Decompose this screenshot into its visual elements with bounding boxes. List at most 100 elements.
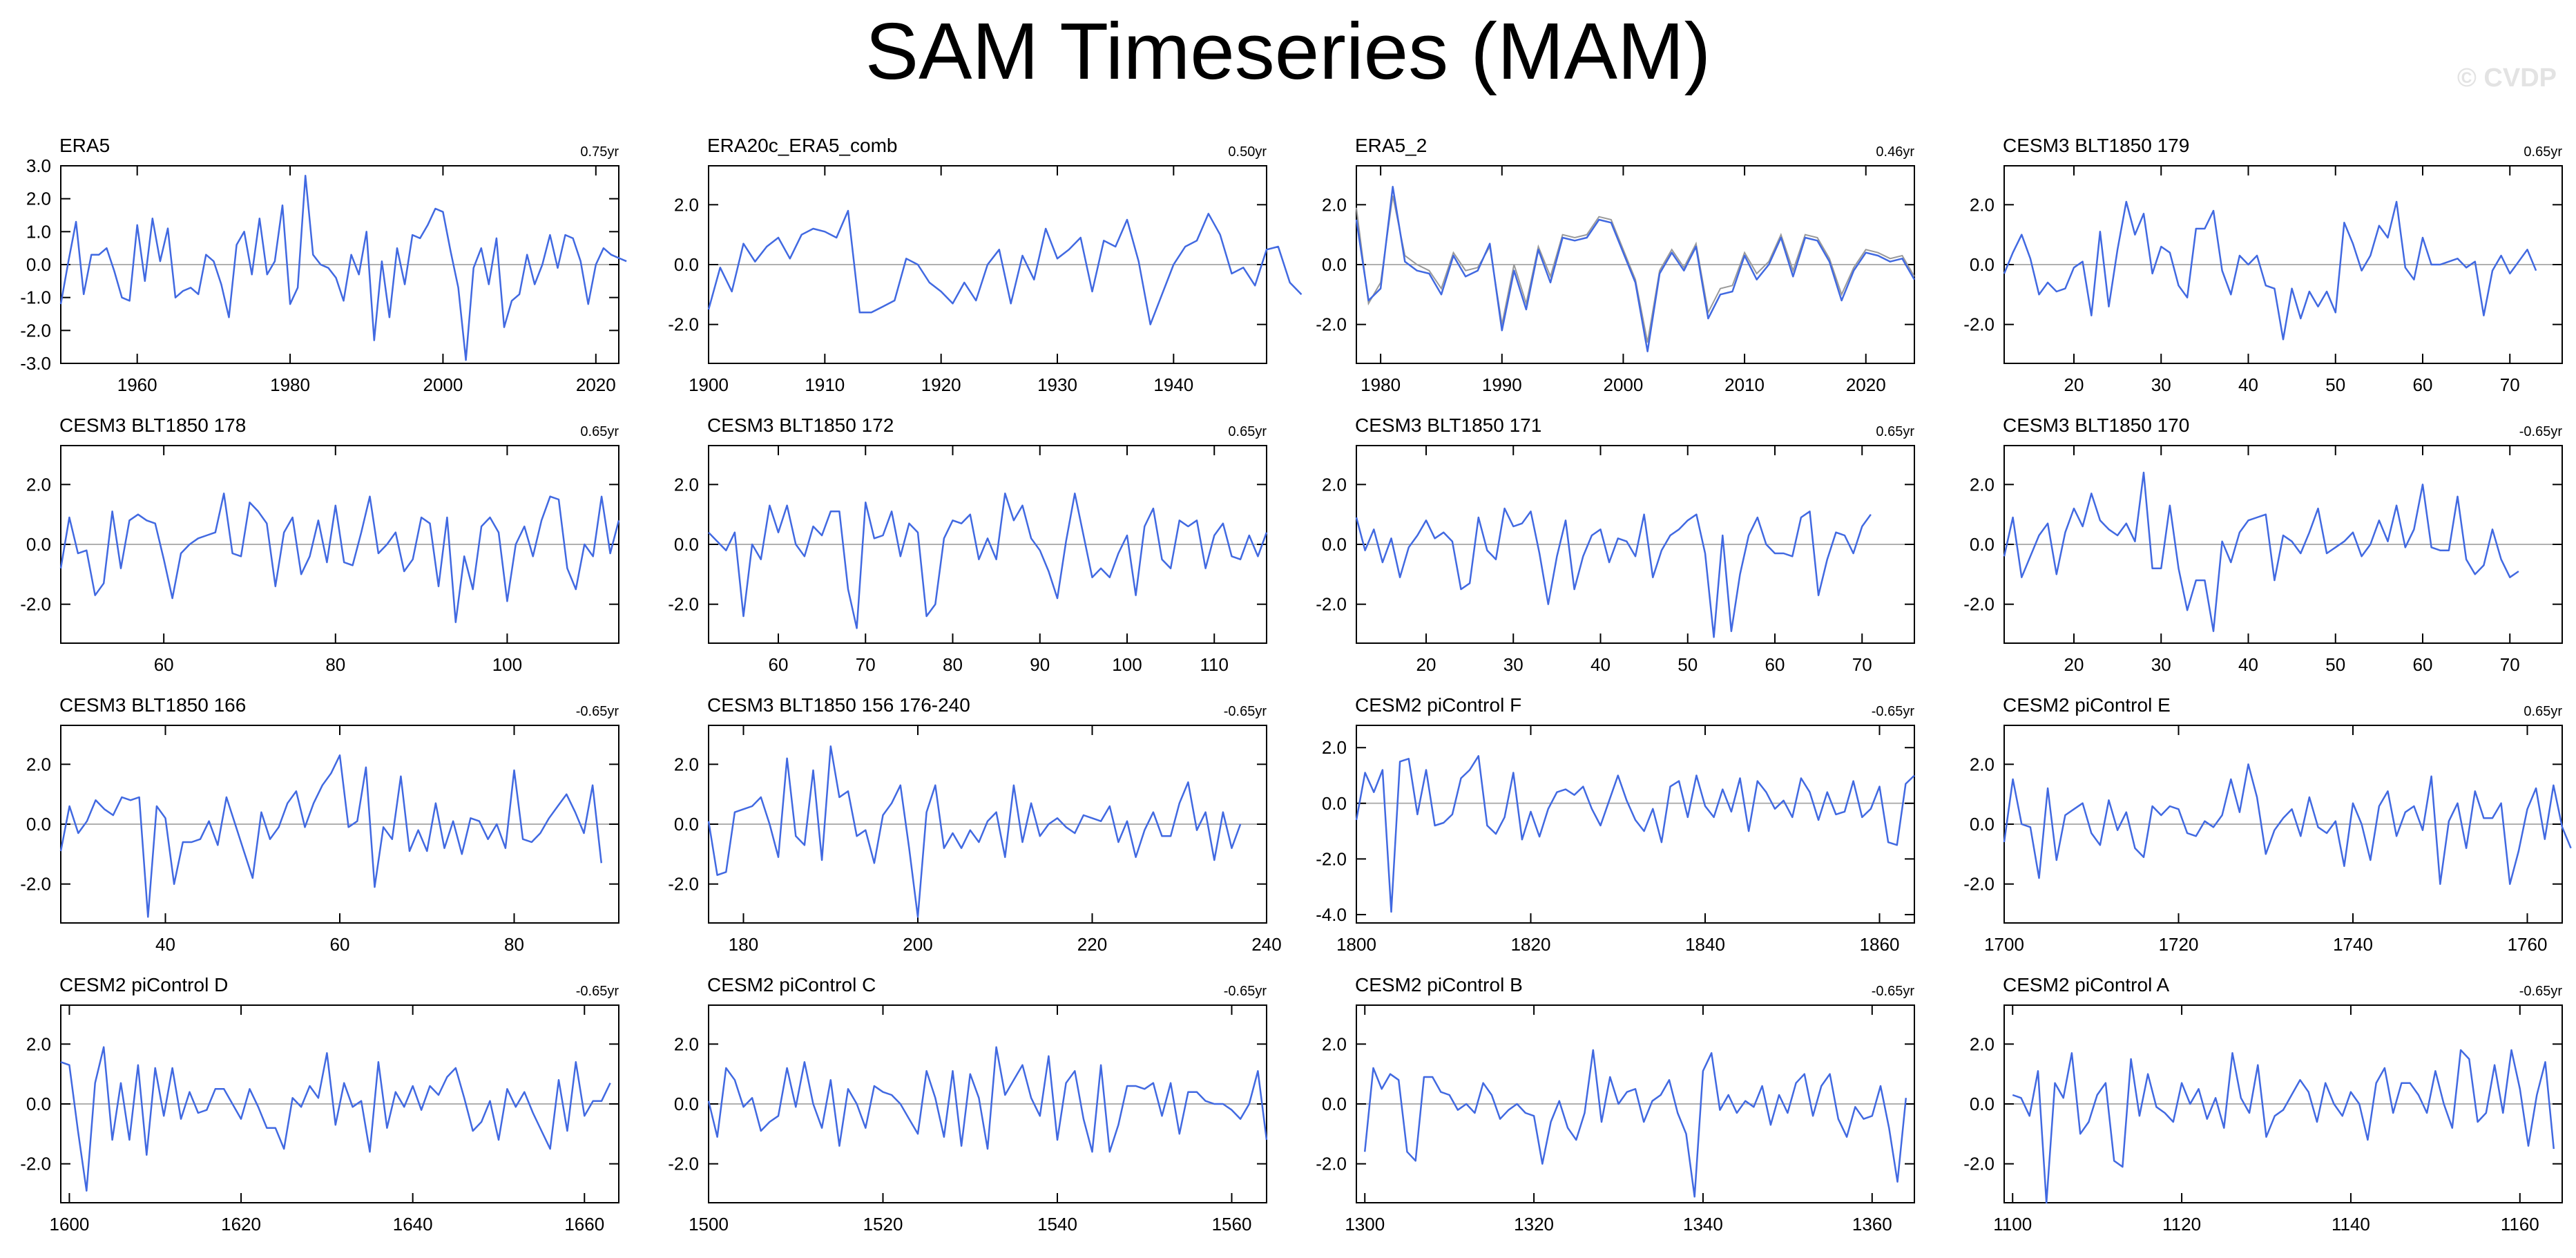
x-tick-label: 1990: [1482, 374, 1522, 395]
y-tick-label: 0.0: [1322, 1094, 1347, 1114]
y-tick-label: 0.0: [26, 254, 51, 275]
y-tick-label: 2.0: [1322, 474, 1347, 495]
x-tick-label: 1720: [2159, 934, 2199, 955]
x-tick-label: 60: [1765, 654, 1785, 675]
panel-trend: -0.65yr: [576, 704, 619, 719]
y-tick-label: 1.0: [26, 221, 51, 242]
panel-10: CESM2 piControl F -0.65yr 1800 1820 1840 1860…: [1316, 694, 1915, 955]
x-tick-label: 1120: [2162, 1214, 2201, 1235]
y-tick-label: 0.0: [1970, 814, 1995, 835]
plot-frame: [1356, 725, 1915, 924]
panel-trend: -0.65yr: [1872, 704, 1915, 719]
y-tick-label: 2.0: [674, 474, 699, 495]
x-tick-label: 2000: [1604, 374, 1644, 395]
series-line-secondary: [1356, 196, 1915, 343]
x-tick-label: 50: [2325, 374, 2345, 395]
panel-trend: 0.65yr: [2524, 144, 2562, 160]
panel-title: CESM3 BLT1850 178: [59, 414, 246, 436]
series-line: [1355, 755, 1915, 913]
x-tick-label: 1300: [1345, 1214, 1385, 1235]
y-tick-label: -2.0: [1963, 874, 1995, 895]
panel-trend: -0.65yr: [1224, 704, 1267, 719]
panel-trend: 0.75yr: [580, 144, 619, 160]
y-tick-label: 2.0: [1322, 1033, 1347, 1054]
x-tick-label: 1820: [1511, 934, 1551, 955]
x-tick-label: 1660: [564, 1214, 604, 1235]
panel-0: ERA5 0.75yr 1960 1980 2000 2020 3.0 2.0 1.0 0.0 -1…: [20, 135, 627, 395]
x-tick-label: 2000: [423, 374, 463, 395]
panel-9: CESM3 BLT1850 156 176-240 -0.65yr 180 200 22…: [668, 694, 1282, 955]
y-tick-label: 3.0: [26, 155, 51, 176]
panel-title: CESM3 BLT1850 179: [2003, 135, 2189, 156]
y-tick-label: -4.0: [1316, 904, 1347, 925]
x-tick-label: 200: [903, 934, 932, 955]
x-tick-label: 70: [2500, 654, 2520, 675]
panel-14: CESM2 piControl B -0.65yr 1300 1320 1340 1360…: [1316, 974, 1915, 1235]
y-tick-label: 0.0: [674, 814, 699, 835]
panel-2: ERA5_2 0.46yr 1980 1990 2000 2010 2020 2.0 0.0 -2…: [1316, 135, 1916, 395]
y-tick-label: -2.0: [20, 594, 51, 615]
y-tick-label: -2.0: [1963, 314, 1995, 335]
y-tick-label: 0.0: [1322, 534, 1347, 555]
panel-7: CESM3 BLT1850 170 -0.65yr 20 30 40 50 60 70 2.0 0…: [1963, 414, 2563, 675]
x-tick-label: 40: [2238, 374, 2258, 395]
x-tick-label: 60: [2413, 654, 2433, 675]
panel-trend: -0.65yr: [2519, 984, 2563, 999]
x-tick-label: 1700: [1984, 934, 2024, 955]
y-tick-label: 2.0: [26, 754, 51, 774]
y-tick-label: -2.0: [1316, 1154, 1347, 1174]
panel-title: CESM3 BLT1850 170: [2003, 414, 2189, 436]
x-tick-label: 80: [504, 934, 524, 955]
chart-main-title: SAM Timeseries (MAM): [865, 6, 1711, 96]
y-tick-label: -2.0: [1316, 848, 1347, 869]
x-tick-label: 2020: [576, 374, 616, 395]
x-tick-label: 80: [943, 654, 963, 675]
panel-trend: 0.65yr: [2524, 704, 2562, 719]
x-tick-label: 220: [1077, 934, 1107, 955]
y-tick-label: 0.0: [1970, 254, 1995, 275]
x-tick-label: 1140: [2332, 1214, 2370, 1235]
x-tick-label: 1800: [1336, 934, 1376, 955]
x-tick-label: 20: [2064, 374, 2084, 395]
panel-title: CESM2 piControl A: [2003, 974, 2170, 995]
y-tick-label: 0.0: [1322, 793, 1347, 814]
series-line: [59, 493, 620, 623]
x-tick-label: 1640: [393, 1214, 433, 1235]
y-tick-label: 2.0: [674, 194, 699, 215]
panel-title: ERA5: [59, 135, 110, 156]
y-tick-label: 0.0: [674, 534, 699, 555]
x-tick-label: 1980: [270, 374, 310, 395]
y-tick-label: -2.0: [20, 874, 51, 895]
x-tick-label: 1360: [1852, 1214, 1892, 1235]
y-tick-label: 2.0: [26, 189, 51, 209]
x-tick-label: 1960: [117, 374, 157, 395]
series-line: [1355, 507, 1872, 638]
x-tick-label: 1520: [863, 1214, 903, 1235]
x-tick-label: 1900: [689, 374, 729, 395]
panel-3: CESM3 BLT1850 179 0.65yr 20 30 40 50 60 70 2.0 0.…: [1963, 135, 2563, 395]
panel-trend: -0.65yr: [1224, 984, 1267, 999]
panel-trend: 0.65yr: [580, 424, 619, 439]
panel-title: CESM2 piControl D: [59, 974, 228, 995]
y-tick-label: -2.0: [1963, 594, 1995, 615]
y-tick-label: 0.0: [674, 1094, 699, 1114]
panel-title: CESM3 BLT1850 172: [707, 414, 894, 436]
watermark: © CVDP: [2457, 64, 2557, 93]
y-tick-label: 2.0: [674, 754, 699, 774]
panel-title: CESM2 piControl C: [707, 974, 876, 995]
x-tick-label: 60: [154, 654, 174, 675]
x-tick-label: 1100: [1993, 1214, 2032, 1235]
y-tick-label: 0.0: [1970, 534, 1995, 555]
x-tick-label: 1760: [2508, 934, 2548, 955]
x-tick-label: 1500: [689, 1214, 729, 1235]
panel-15: CESM2 piControl A -0.65yr 1100 1120 1140 1160…: [1963, 974, 2563, 1235]
panel-11: CESM2 piControl E 0.65yr 1700 1720 1740 1760 2…: [1963, 694, 2572, 955]
x-tick-label: 50: [1678, 654, 1698, 675]
y-tick-label: 2.0: [26, 1033, 51, 1054]
x-tick-label: 100: [492, 654, 522, 675]
series-line: [1355, 186, 1916, 352]
panel-title: CESM2 piControl F: [1355, 694, 1521, 716]
x-tick-label: 40: [2238, 654, 2258, 675]
x-tick-label: 70: [2500, 374, 2520, 395]
x-tick-label: 1560: [1212, 1214, 1252, 1235]
